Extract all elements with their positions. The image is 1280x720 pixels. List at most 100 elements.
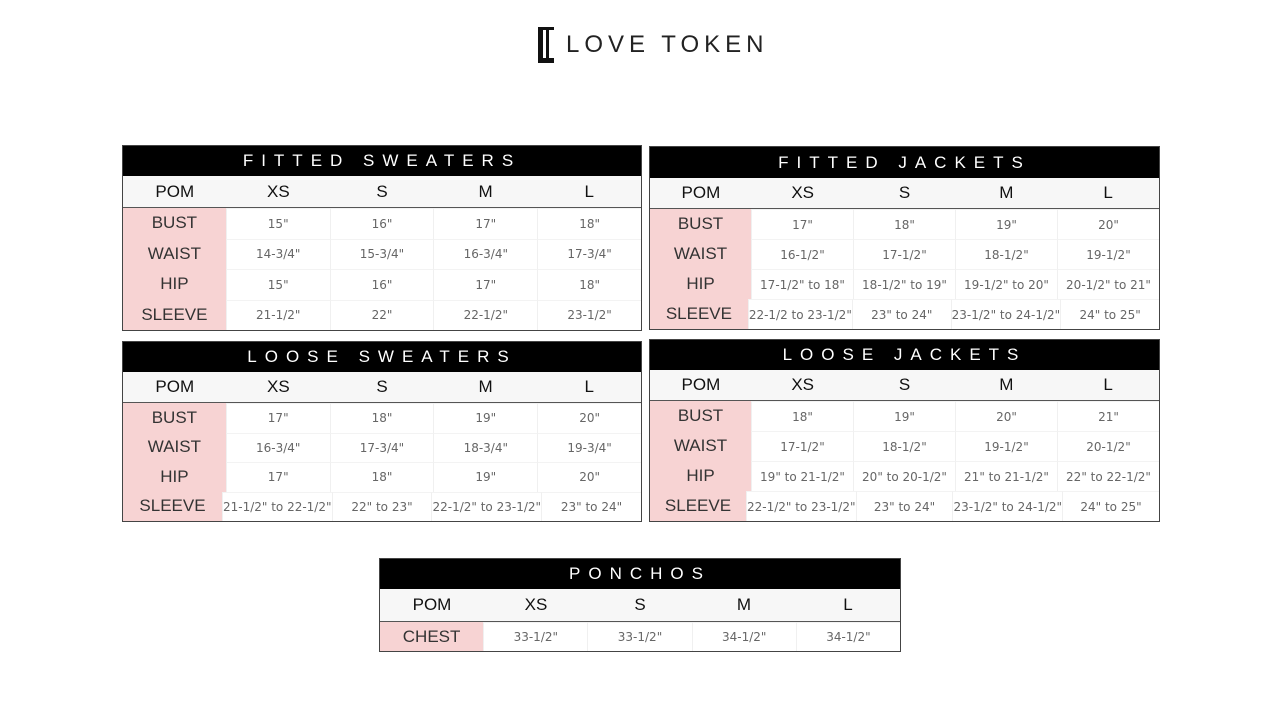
measurement-cell: 18-1/2" to 19" <box>853 269 955 299</box>
column-header: M <box>999 375 1014 394</box>
pom-label: HIP <box>650 461 751 491</box>
header-row: POM XS S M L <box>650 370 1159 401</box>
measurement-cell: 18" <box>537 269 641 300</box>
column-header: L <box>584 181 594 201</box>
measurement-cell: 22" to 23" <box>331 491 432 521</box>
column-header: XS <box>267 181 290 201</box>
measurement-cell: 33-1/2" <box>483 622 588 651</box>
measurement-cell: 20-1/2" <box>1057 431 1159 461</box>
measurement-cell: 22-1/2" to 23-1/2" <box>431 491 542 521</box>
measurement-cell: 18-1/2" <box>955 239 1057 269</box>
column-header: S <box>898 183 911 202</box>
fitted-jackets-table: FITTED JACKETS POM XS S M L BUST 17" 18" 19" 20" WA… <box>649 146 1160 330</box>
measurement-cell: 20" to 20-1/2" <box>853 461 955 491</box>
table-row: SLEEVE 21-1/2" to 22-1/2" 22" to 23" 22-1/2… <box>123 491 641 521</box>
measurement-cell: 17-3/4" <box>329 432 434 462</box>
table-row: WAIST 16-1/2" 17-1/2" 18-1/2" 19-1/2" <box>650 239 1159 269</box>
measurement-cell: 17-1/2" <box>751 431 853 461</box>
measurement-cell: 18" <box>853 209 955 239</box>
table-row: WAIST 14-3/4" 15-3/4" 16-3/4" 17-3/4" <box>123 238 641 269</box>
measurement-cell: 19" <box>433 462 538 492</box>
logo-monogram-icon <box>536 25 556 65</box>
measurement-cell: 19-1/2" <box>955 431 1057 461</box>
table-row: BUST 15" 16" 17" 18" <box>123 208 641 239</box>
table-row: CHEST 33-1/2" 33-1/2" 34-1/2" 34-1/2" <box>380 622 901 651</box>
column-header: XS <box>524 595 548 614</box>
table-row: HIP 15" 16" 17" 18" <box>123 269 641 300</box>
measurement-cell: 18" <box>537 208 641 239</box>
measurement-cell: 19" <box>853 401 955 431</box>
measurement-cell: 20" <box>1057 209 1159 239</box>
measurement-cell: 21" to 21-1/2" <box>955 461 1057 491</box>
measurement-cell: 22" <box>329 299 434 330</box>
pom-label: WAIST <box>123 238 226 269</box>
column-header: M <box>736 595 752 614</box>
pom-label: WAIST <box>123 432 226 462</box>
measurement-cell: 22-1/2 to 23-1/2" <box>747 299 852 329</box>
ponchos-table: PONCHOS POM XS S M L CHEST 33-1/2" 33-1/2" 34-1/2… <box>379 558 901 652</box>
table-title: LOOSE SWEATERS <box>123 342 641 372</box>
loose-jackets-table: LOOSE JACKETS POM XS S M L BUST 18" 19" 20" 21" WAI… <box>649 339 1160 522</box>
loose-sweaters-table: LOOSE SWEATERS POM XS S M L BUST 17" 18" 19" 20" WA… <box>122 341 642 522</box>
measurement-cell: 19" to 21-1/2" <box>751 461 853 491</box>
measurement-cell: 18" <box>329 462 434 492</box>
measurement-cell: 22" to 22-1/2" <box>1057 461 1159 491</box>
measurement-cell: 23" to 24" <box>851 299 951 329</box>
measurement-cell: 17" <box>225 462 330 492</box>
measurement-cell: 18" <box>329 403 434 433</box>
table-title: LOOSE JACKETS <box>650 340 1159 370</box>
column-header: S <box>376 181 388 201</box>
pom-label: BUST <box>123 403 226 433</box>
measurement-cell: 24" to 25" <box>1060 299 1160 329</box>
column-header: XS <box>791 375 815 394</box>
measurement-cell: 18-3/4" <box>433 432 538 462</box>
measurement-cell: 22-1/2" to 23-1/2" <box>745 491 856 521</box>
measurement-cell: 21-1/2" to 22-1/2" <box>221 491 332 521</box>
measurement-cell: 16" <box>329 269 434 300</box>
table-row: BUST 17" 18" 19" 20" <box>123 403 641 433</box>
pom-label: HIP <box>123 269 226 300</box>
measurement-cell: 18-1/2" <box>853 431 955 461</box>
column-header: M <box>478 181 493 201</box>
column-header: POM <box>412 595 452 614</box>
column-header: POM <box>155 377 195 396</box>
column-header: S <box>376 377 388 396</box>
measurement-cell: 16-1/2" <box>751 239 853 269</box>
header-row: POM XS S M L <box>650 178 1159 209</box>
measurement-cell: 19-1/2" to 20" <box>955 269 1057 299</box>
measurement-cell: 24" to 25" <box>1062 491 1159 521</box>
column-header: L <box>843 595 853 614</box>
column-header: L <box>584 377 594 396</box>
table-title: FITTED JACKETS <box>650 147 1159 178</box>
column-header: POM <box>681 183 721 202</box>
table-row: SLEEVE 22-1/2 to 23-1/2" 23" to 24" 23-1/2"… <box>650 299 1160 329</box>
column-header: POM <box>681 375 721 394</box>
column-header: XS <box>267 377 290 396</box>
table-row: HIP 17" 18" 19" 20" <box>123 462 641 492</box>
pom-label: BUST <box>650 209 751 239</box>
measurement-cell: 17" <box>225 403 330 433</box>
measurement-cell: 14-3/4" <box>225 238 330 269</box>
measurement-cell: 19" <box>433 403 538 433</box>
pom-label: HIP <box>123 462 226 492</box>
table-row: SLEEVE 22-1/2" to 23-1/2" 23" to 24" 23-1/2… <box>650 491 1159 521</box>
measurement-cell: 16" <box>329 208 434 239</box>
table-row: HIP 19" to 21-1/2" 20" to 20-1/2" 21" to 21… <box>650 461 1159 491</box>
measurement-cell: 15" <box>225 208 330 239</box>
column-header: M <box>478 377 493 396</box>
measurement-cell: 20-1/2" to 21" <box>1057 269 1159 299</box>
header-row: POM XS S M L <box>123 372 641 403</box>
column-header: POM <box>155 181 195 201</box>
pom-label: HIP <box>650 269 751 299</box>
pom-label: WAIST <box>650 239 751 269</box>
table-row: WAIST 16-3/4" 17-3/4" 18-3/4" 19-3/4" <box>123 432 641 462</box>
measurement-cell: 17" <box>751 209 853 239</box>
measurement-cell: 19-1/2" <box>1057 239 1159 269</box>
measurement-cell: 19" <box>955 209 1057 239</box>
fitted-sweaters-table: FITTED SWEATERS POM XS S M L BUST 15" 16" 17" 18" W… <box>122 145 642 331</box>
measurement-cell: 15" <box>225 269 330 300</box>
column-header: L <box>1103 183 1113 202</box>
table-row: SLEEVE 21-1/2" 22" 22-1/2" 23-1/2" <box>123 299 641 330</box>
pom-label: SLEEVE <box>650 491 746 521</box>
measurement-cell: 17-1/2" to 18" <box>751 269 853 299</box>
